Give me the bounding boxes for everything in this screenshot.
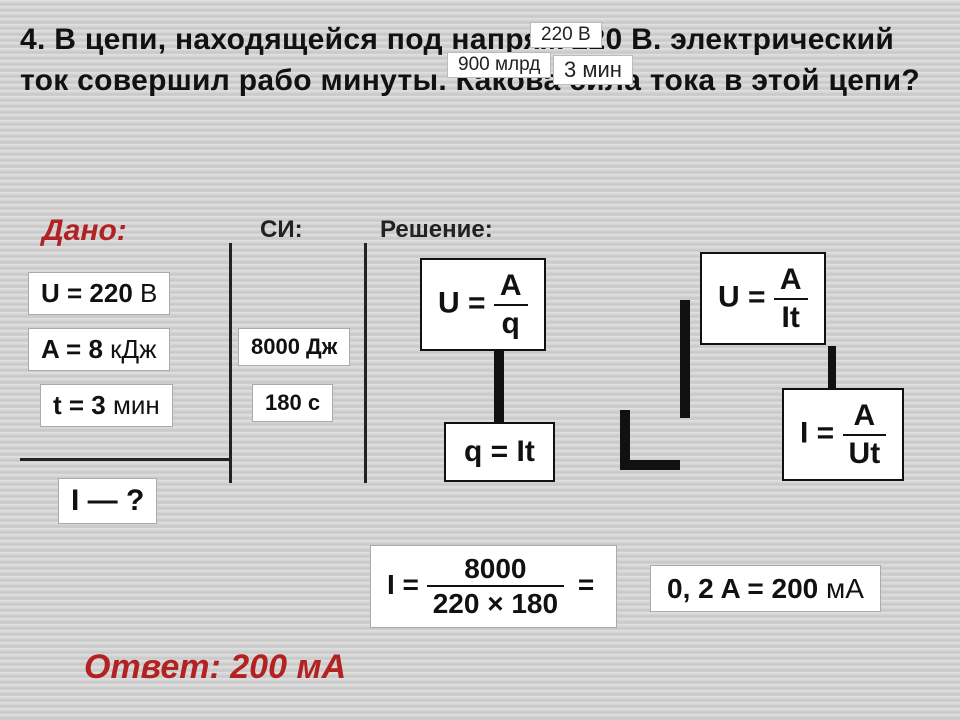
calc-result: 0, 2 A = 200 мА [650,565,881,612]
connector-2c [680,300,690,418]
given-u: U = 220 В [28,272,170,315]
header-si: СИ: [260,216,303,244]
given-u-val: U = 220 [41,278,133,308]
frac-aq-den: q [494,306,528,340]
answer-line: Ответ: 200 мА [84,648,346,687]
connector-3 [828,346,836,388]
formula-u-aq-left: U = [438,286,486,319]
given-i-question: I — ? [58,478,157,524]
calc-result-unit: мА [826,573,864,604]
divider-dano-si [229,243,232,483]
calc-fraction: I = 8000 220 × 180 = [370,545,617,628]
formula-i-aut-left: I = [800,416,834,449]
overlay-voltage: 220 В [530,22,602,48]
frac-aq: A q [494,270,528,339]
physics-slide: 4. В цепи, находящейся под напряж 220 В.… [0,0,960,720]
header-solution: Решение: [380,216,493,244]
given-u-unit: В [140,278,157,308]
formula-q-it: q = It [444,422,555,482]
given-t-val: t = 3 [53,390,106,420]
formula-u-ait: U = A It [700,252,826,345]
calc-eq: = [578,569,594,600]
calc-num: 8000 [427,554,564,587]
given-t-unit: мин [113,390,160,420]
overlay-energy: 900 млрд [447,52,551,78]
header-given: Дано: [42,214,127,248]
overlay-time: 3 мин [553,55,633,85]
given-a-val: A = 8 [41,334,103,364]
calc-left: I = [387,569,419,600]
formula-i-aut: I = A Ut [782,388,904,481]
formula-u-aq: U = A q [420,258,546,351]
formula-u-ait-left: U = [718,280,766,313]
si-t: 180 с [252,384,333,422]
frac-aut: A Ut [843,400,887,469]
si-a: 8000 Дж [238,328,350,366]
frac-aut-den: Ut [843,436,887,470]
divider-horizontal [20,458,232,461]
divider-si-solution [364,243,367,483]
frac-ait-den: It [774,300,808,334]
given-t: t = 3 мин [40,384,173,427]
connector-2b [620,460,680,470]
given-a-unit: кДж [110,334,156,364]
calc-result-val: 0, 2 A = 200 [667,573,818,604]
connector-1 [494,350,504,422]
frac-ait: A It [774,264,808,333]
calc-frac: 8000 220 × 180 [427,554,564,619]
given-a: A = 8 кДж [28,328,170,371]
calc-den: 220 × 180 [427,587,564,618]
frac-aq-num: A [494,270,528,306]
frac-ait-num: A [774,264,808,300]
frac-aut-num: A [843,400,887,436]
